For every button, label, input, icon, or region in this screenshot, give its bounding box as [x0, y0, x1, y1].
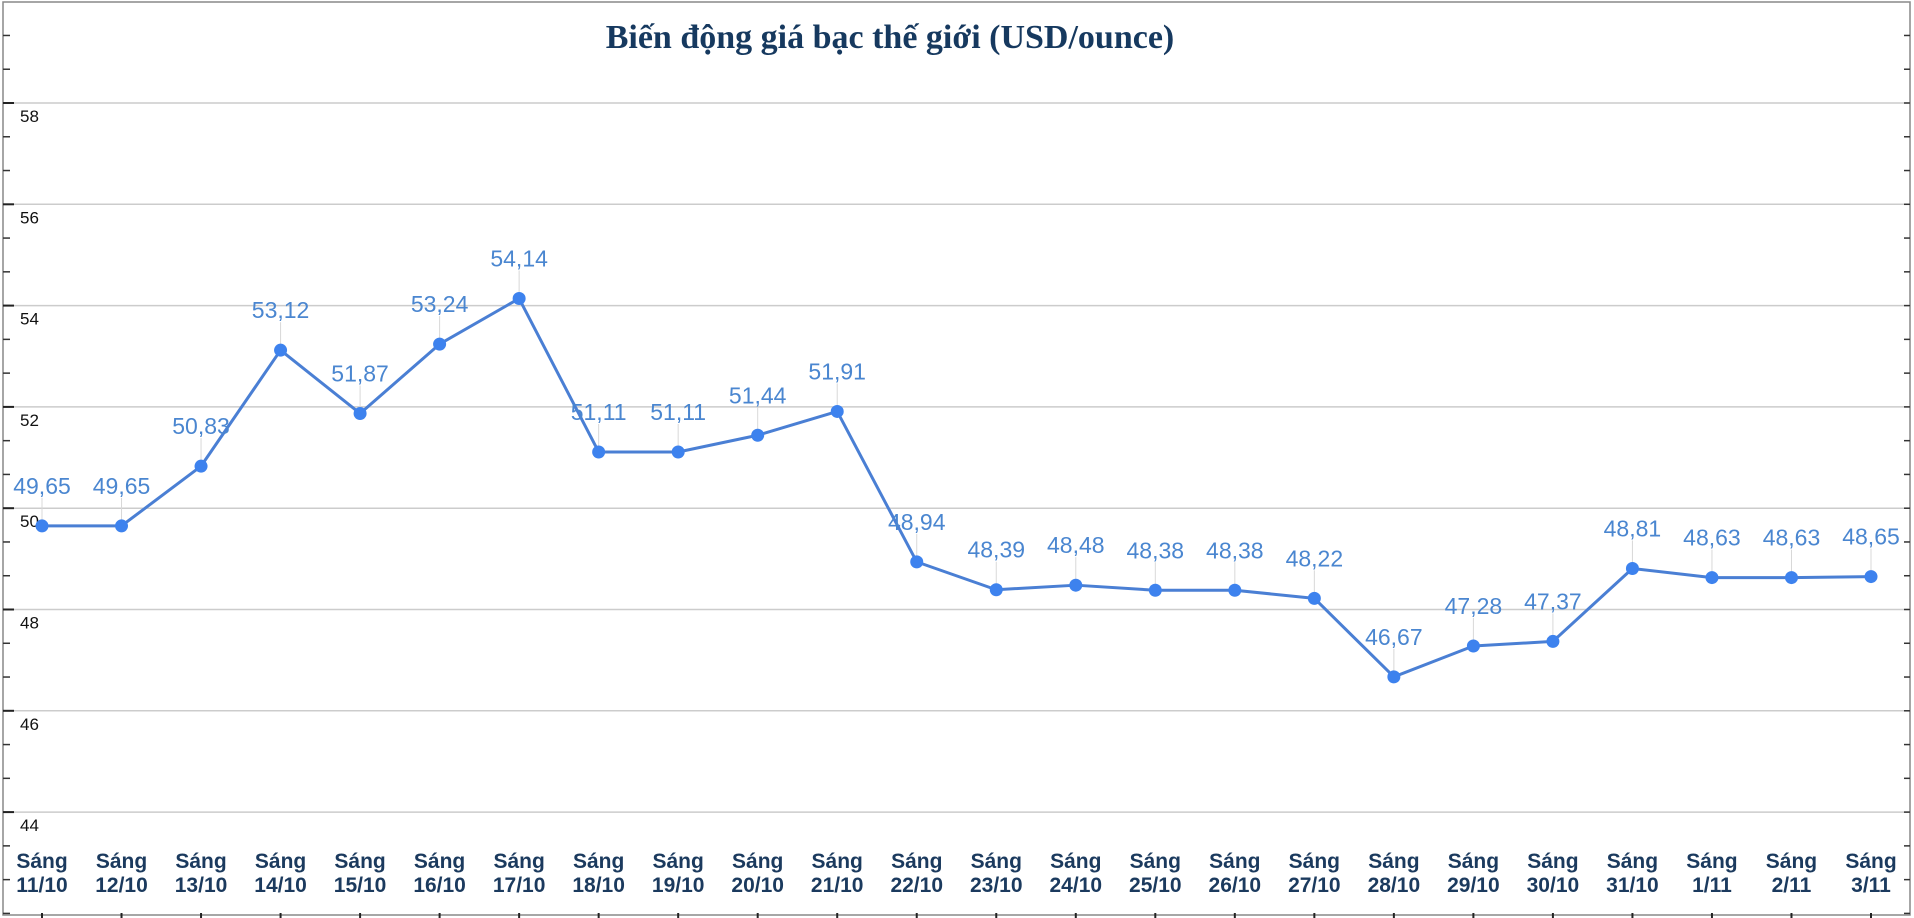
- data-label: 48,22: [1286, 545, 1344, 571]
- data-point: [1705, 571, 1719, 585]
- data-point: [194, 459, 208, 473]
- data-label: 51,91: [808, 358, 866, 384]
- data-label: 48,63: [1763, 525, 1821, 551]
- data-label: 49,65: [13, 473, 71, 499]
- data-label: 48,48: [1047, 532, 1105, 558]
- x-tick-label: Sáng 16/10: [413, 850, 466, 897]
- data-point: [989, 583, 1003, 597]
- x-tick-label: Sáng 24/10: [1050, 850, 1103, 897]
- data-point: [1148, 583, 1162, 597]
- y-tick-label: 58: [20, 107, 39, 126]
- x-tick-label: Sáng 13/10: [175, 850, 228, 897]
- data-point: [1069, 578, 1083, 592]
- data-label: 47,37: [1524, 588, 1582, 614]
- gridlines: [3, 102, 1910, 813]
- y-tick-label: 50: [20, 512, 39, 531]
- data-point: [1864, 570, 1878, 584]
- data-label: 48,38: [1206, 537, 1264, 563]
- data-point: [1387, 670, 1401, 684]
- y-tick-label: 52: [20, 411, 39, 430]
- data-point: [751, 428, 765, 442]
- x-tick-label: Sáng 25/10: [1129, 850, 1182, 897]
- data-point: [35, 519, 49, 533]
- data-point: [433, 337, 447, 351]
- data-label: 53,12: [252, 297, 310, 323]
- data-label: 48,94: [888, 509, 946, 535]
- x-tick-label: Sáng 30/10: [1527, 850, 1580, 897]
- data-label: 53,24: [411, 291, 469, 317]
- chart-title: Biến động giá bạc thế giới (USD/ounce): [606, 19, 1175, 56]
- x-axis: Sáng 11/10 Sáng 12/10 Sáng 13/10 Sáng 14/10 Sáng…: [16, 850, 1897, 918]
- x-tick-label: Sáng 28/10: [1368, 850, 1421, 897]
- data-point: [910, 555, 924, 569]
- data-label: 48,63: [1683, 525, 1741, 551]
- x-tick-label: Sáng 3/11: [1845, 850, 1896, 897]
- y-tick-label: 46: [20, 715, 39, 734]
- x-tick-label: Sáng 12/10: [95, 850, 148, 897]
- data-point: [1625, 561, 1639, 575]
- data-point: [274, 343, 288, 357]
- data-label: 48,39: [967, 537, 1025, 563]
- data-label: 51,11: [571, 399, 627, 425]
- data-label: 48,38: [1127, 537, 1185, 563]
- data-point: [353, 406, 367, 420]
- data-point: [512, 292, 526, 306]
- x-tick-label: Sáng 2/11: [1766, 850, 1817, 897]
- y-axis: 44 46 48 50 52 54 56 58: [3, 34, 1910, 915]
- data-point: [115, 519, 129, 533]
- x-tick-label: Sáng 11/10: [16, 850, 67, 897]
- x-tick-label: Sáng 26/10: [1209, 850, 1262, 897]
- data-label: 47,28: [1445, 593, 1503, 619]
- data-point: [830, 404, 844, 418]
- data-label: 50,83: [172, 413, 230, 439]
- data-label: 51,11: [650, 399, 706, 425]
- data-label: 49,65: [93, 473, 151, 499]
- x-tick-label: Sáng 1/11: [1686, 850, 1737, 897]
- data-label: 46,67: [1365, 624, 1423, 650]
- x-tick-label: Sáng 18/10: [572, 850, 625, 897]
- x-tick-label: Sáng 20/10: [731, 850, 784, 897]
- x-tick-label: Sáng 23/10: [970, 850, 1023, 897]
- x-tick-label: Sáng 27/10: [1288, 850, 1341, 897]
- x-tick-label: Sáng 31/10: [1606, 850, 1659, 897]
- data-point: [1546, 634, 1560, 648]
- series-line: 49,65 49,65 50,83 53,12 51,87 53,24 54,14 51,11…: [13, 246, 1900, 684]
- data-label: 48,81: [1604, 515, 1662, 541]
- x-tick-label: Sáng 22/10: [890, 850, 943, 897]
- data-label: 51,44: [729, 382, 787, 408]
- data-point: [1307, 591, 1321, 605]
- x-tick-label: Sáng 14/10: [254, 850, 307, 897]
- y-tick-label: 54: [20, 310, 39, 329]
- price-line: [42, 297, 1872, 679]
- y-tick-label: 48: [20, 614, 39, 633]
- x-tick-label: Sáng 29/10: [1447, 850, 1500, 897]
- data-label: 48,65: [1842, 524, 1900, 550]
- y-tick-label: 56: [20, 208, 39, 227]
- x-tick-label: Sáng 19/10: [652, 850, 705, 897]
- x-tick-label: Sáng 17/10: [493, 850, 546, 897]
- x-tick-label: Sáng 21/10: [811, 850, 864, 897]
- data-point: [1466, 639, 1480, 653]
- data-point: [1784, 571, 1798, 585]
- data-point: [671, 445, 685, 459]
- data-point: [592, 445, 606, 459]
- data-label: 51,87: [331, 360, 389, 386]
- data-point: [1228, 583, 1242, 597]
- y-tick-label: 44: [20, 816, 39, 835]
- data-label: 54,14: [490, 246, 548, 272]
- x-tick-label: Sáng 15/10: [334, 850, 387, 897]
